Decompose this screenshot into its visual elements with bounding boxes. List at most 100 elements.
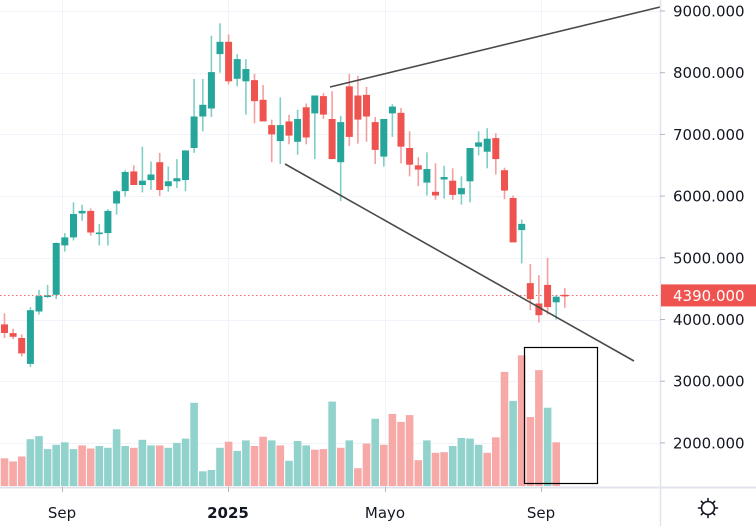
volume-bar	[362, 443, 371, 486]
volume-bar	[267, 440, 276, 486]
candle-body	[363, 94, 370, 117]
candle	[216, 23, 224, 73]
candle	[26, 307, 34, 367]
candle-body	[483, 138, 491, 152]
price-axis[interactable]	[661, 0, 756, 487]
volume-highlight-box[interactable]	[523, 346, 599, 485]
candle-body	[9, 333, 17, 337]
price-axis-label: 4000.000	[673, 311, 745, 329]
volume-bar	[414, 460, 423, 486]
candle-body	[156, 162, 164, 190]
candle-body	[259, 99, 267, 122]
candle-body	[44, 295, 52, 297]
candle-body	[276, 125, 284, 142]
candle	[182, 150, 189, 192]
candle	[535, 275, 543, 323]
volume-bar	[35, 436, 43, 486]
volume-bar	[173, 442, 181, 486]
gear-icon	[697, 497, 719, 519]
volume-bar	[155, 445, 164, 486]
volume-bar	[311, 449, 319, 486]
candle	[285, 114, 293, 145]
volume-bar	[69, 449, 78, 486]
candle	[388, 104, 396, 137]
candle	[233, 54, 241, 87]
volume-bar	[112, 429, 121, 486]
candle-body	[182, 150, 189, 180]
drawings[interactable]	[284, 6, 661, 485]
candle	[518, 219, 526, 264]
candle-body	[475, 142, 483, 147]
candle-body	[302, 107, 310, 138]
candle-body	[311, 95, 319, 114]
candle-body	[337, 122, 345, 163]
volume-bar	[190, 402, 198, 486]
volume-bar	[0, 458, 9, 486]
candle	[242, 59, 250, 115]
candle	[354, 75, 362, 144]
candle-body	[242, 69, 250, 82]
settings-button[interactable]: Settings	[690, 492, 726, 524]
candle	[121, 170, 129, 197]
candle	[414, 157, 422, 187]
candle-body	[518, 223, 526, 231]
time-axis-label: Sep	[527, 504, 555, 522]
volume-bar	[121, 446, 129, 486]
candle	[225, 34, 233, 85]
candle-body	[328, 119, 336, 160]
candle-body	[52, 243, 60, 295]
candle	[380, 119, 388, 167]
candle-body	[492, 138, 500, 160]
volume-bar	[285, 460, 293, 486]
candle	[9, 328, 17, 340]
candle-body	[251, 80, 258, 102]
candles	[1, 23, 569, 367]
candle	[95, 223, 103, 246]
volume-bar	[388, 413, 397, 486]
candle-body	[388, 106, 396, 114]
volume-bar	[138, 439, 147, 486]
candle-body	[130, 171, 138, 185]
candle-body	[354, 95, 362, 120]
volume-bar	[345, 440, 354, 486]
volume-bar	[517, 355, 526, 486]
volume-bar	[457, 438, 466, 486]
upper-trendline[interactable]	[329, 6, 661, 88]
candle	[432, 163, 439, 200]
volume-bar	[9, 461, 17, 486]
candle-body	[121, 172, 129, 192]
volume-bar	[448, 446, 457, 486]
volume-bar	[207, 470, 216, 486]
volume-bar	[26, 439, 35, 486]
candle	[345, 73, 353, 147]
volume-bar	[130, 447, 138, 486]
candle	[199, 78, 207, 132]
candle	[294, 109, 302, 155]
volume-bar	[354, 468, 362, 486]
candle	[164, 166, 172, 192]
candle-body	[225, 41, 233, 82]
volume-bar	[276, 445, 285, 486]
volume-bar	[380, 444, 388, 486]
candle	[466, 148, 474, 203]
price-axis-label: 3000.000	[673, 373, 745, 391]
volume-bar	[535, 370, 543, 486]
lower-trendline[interactable]	[284, 163, 635, 362]
candle	[423, 152, 431, 196]
volume-bar	[552, 442, 560, 486]
candle	[173, 159, 181, 189]
candle	[207, 35, 215, 118]
grid-lines	[0, 0, 660, 487]
time-axis[interactable]	[0, 488, 660, 526]
price-axis-label: 2000.000	[673, 434, 745, 452]
candle-body	[294, 119, 302, 142]
candle-body	[440, 177, 448, 180]
candle	[371, 117, 379, 164]
candle	[147, 161, 155, 190]
candle-body	[432, 191, 439, 196]
candle-body	[104, 210, 112, 234]
candle	[61, 233, 69, 252]
